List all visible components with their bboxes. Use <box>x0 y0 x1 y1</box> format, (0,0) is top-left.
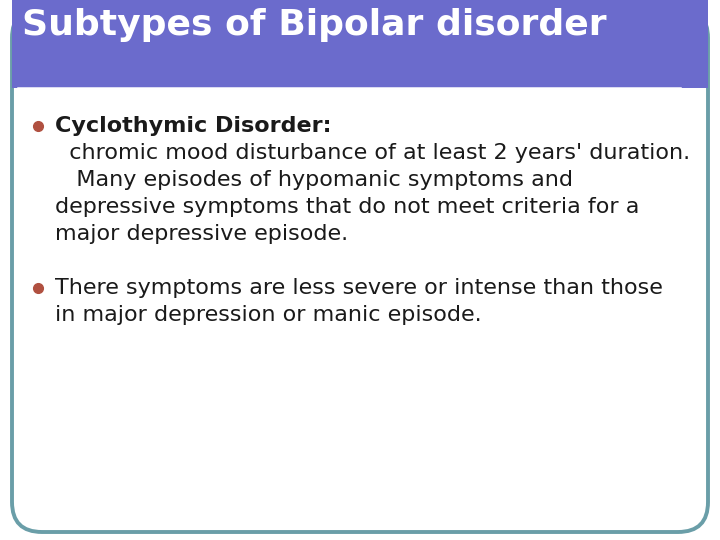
Bar <box>12 58 708 88</box>
Text: Cyclothymic Disorder:: Cyclothymic Disorder: <box>55 116 331 136</box>
Text: in major depression or manic episode.: in major depression or manic episode. <box>55 305 482 325</box>
FancyBboxPatch shape <box>12 8 708 532</box>
Text: chromic mood disturbance of at least 2 years' duration.: chromic mood disturbance of at least 2 y… <box>55 143 690 163</box>
Text: Subtypes of Bipolar disorder: Subtypes of Bipolar disorder <box>22 8 607 42</box>
Text: major depressive episode.: major depressive episode. <box>55 224 348 244</box>
Text: Many episodes of hypomanic symptoms and: Many episodes of hypomanic symptoms and <box>55 170 573 190</box>
Text: There symptoms are less severe or intense than those: There symptoms are less severe or intens… <box>55 278 663 298</box>
FancyBboxPatch shape <box>12 0 708 88</box>
Text: depressive symptoms that do not meet criteria for a: depressive symptoms that do not meet cri… <box>55 197 639 217</box>
